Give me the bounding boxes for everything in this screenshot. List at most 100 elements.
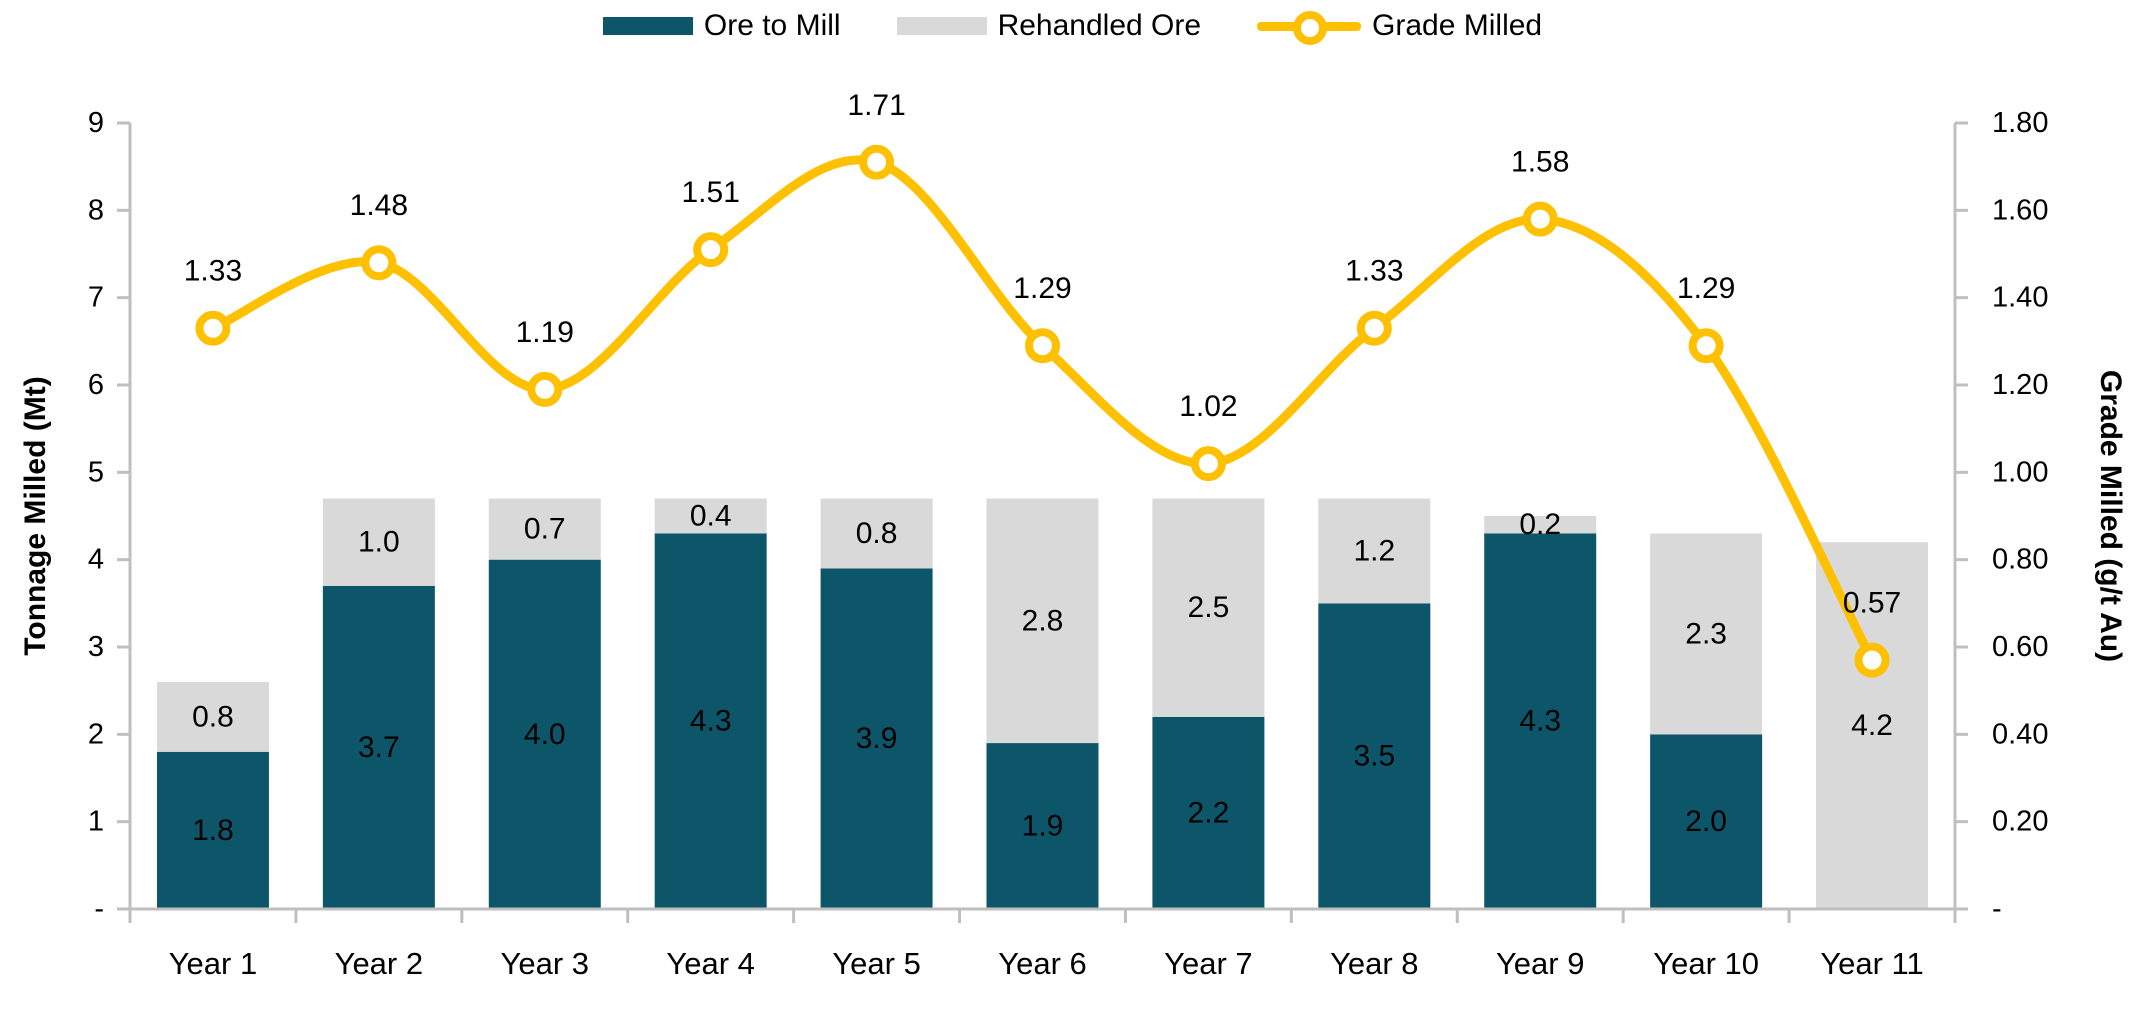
grade-milled-marker-11 [1854, 642, 1890, 678]
left-axis-tick-label: - [94, 893, 104, 925]
bar-rehandled-ore-5 [820, 498, 933, 569]
bar-label-rehandled-ore-2: 1.0 [358, 526, 400, 559]
grade-milled-label-11: 0.57 [1843, 587, 1901, 620]
bar-rehandled-ore-2 [322, 498, 435, 586]
bar-label-ore-to-mill-8: 3.5 [1353, 740, 1395, 773]
grade-milled-label-5: 1.71 [847, 89, 905, 122]
bar-rehandled-ore-7 [1152, 498, 1265, 717]
grade-milled-marker-10 [1688, 328, 1724, 364]
bar-rehandled-ore-10 [1650, 533, 1763, 735]
grade-milled-label-6: 1.29 [1013, 272, 1071, 305]
bar-label-rehandled-ore-10: 2.3 [1685, 617, 1727, 650]
bar-label-ore-to-mill-6: 1.9 [1022, 810, 1064, 843]
bar-ore-to-mill-3 [488, 559, 601, 909]
grade-milled-marker-9 [1522, 201, 1558, 237]
open-circle-marker-icon [1293, 11, 1328, 45]
right-axis-tick-label: 1.20 [1992, 369, 2048, 401]
bar-label-rehandled-ore-11: 4.2 [1851, 709, 1893, 742]
x-axis-category-label: Year 4 [666, 946, 755, 981]
grade-milled-label-7: 1.02 [1179, 390, 1237, 423]
legend-item-rehandled-ore: Rehandled Ore [896, 9, 1202, 42]
right-axis-tick-label: 0.60 [1992, 631, 2048, 663]
bar-label-ore-to-mill-2: 3.7 [358, 731, 400, 764]
grade-milled-line-marker-icon [1257, 8, 1362, 45]
grade-milled-marker-1 [195, 310, 231, 346]
grade-milled-marker-8 [1356, 310, 1392, 346]
legend-label-rehandled-ore: Rehandled Ore [997, 9, 1202, 42]
bar-ore-to-mill-4 [654, 533, 767, 909]
bar-ore-to-mill-8 [1318, 603, 1431, 909]
grade-milled-label-4: 1.51 [681, 176, 739, 209]
grade-milled-label-10: 1.29 [1677, 272, 1735, 305]
bar-ore-to-mill-2 [322, 585, 435, 909]
bar-label-rehandled-ore-3: 0.7 [524, 513, 566, 546]
grade-milled-marker-6 [1025, 328, 1060, 364]
right-axis-tick-label: - [1992, 893, 2002, 925]
left-axis-tick-label: 8 [88, 194, 104, 226]
bar-label-ore-to-mill-5: 3.9 [856, 722, 898, 755]
x-axis-category-label: Year 8 [1330, 946, 1419, 981]
left-axis-tick-label: 6 [88, 369, 104, 401]
bar-rehandled-ore-6 [986, 498, 1099, 744]
left-axis-tick-label: 7 [88, 282, 104, 314]
grade-milled-marker-3 [527, 371, 563, 407]
bar-label-ore-to-mill-7: 2.2 [1188, 796, 1230, 829]
right-axis-tick-label: 1.80 [1992, 107, 2048, 139]
legend-label-grade-milled: Grade Milled [1372, 9, 1543, 42]
bar-ore-to-mill-6 [986, 743, 1099, 909]
grade-milled-label-3: 1.19 [516, 316, 574, 349]
right-axis-tick-label: 1.40 [1992, 282, 2048, 314]
grade-milled-label-8: 1.33 [1345, 255, 1403, 288]
bar-ore-to-mill-5 [820, 568, 933, 909]
bar-ore-to-mill-7 [1152, 716, 1265, 909]
bar-label-rehandled-ore-1: 0.8 [192, 700, 234, 733]
right-axis-tick-label: 0.80 [1992, 544, 2048, 576]
x-axis-category-label: Year 6 [998, 946, 1087, 981]
right-axis-tick-label: 1.60 [1992, 194, 2048, 226]
grade-milled-label-1: 1.33 [184, 255, 242, 288]
left-axis-tick-label: 2 [88, 718, 104, 750]
legend-item-ore-to-mill: Ore to Mill [602, 9, 841, 42]
legend: Ore to Mill Rehandled Ore Grade Milled [0, 6, 2145, 46]
bar-label-rehandled-ore-6: 2.8 [1022, 604, 1064, 637]
legend-label-ore-to-mill: Ore to Mill [703, 9, 841, 42]
x-axis-category-label: Year 7 [1164, 946, 1253, 981]
grade-milled-marker-5 [859, 144, 895, 180]
bar-ore-to-mill-9 [1484, 533, 1597, 909]
left-axis-tick-label: 1 [88, 806, 104, 838]
bar-label-ore-to-mill-3: 4.0 [524, 718, 566, 751]
x-axis-category-label: Year 3 [501, 946, 590, 981]
bar-rehandled-ore-4 [654, 498, 767, 534]
x-axis-category-label: Year 5 [832, 946, 921, 981]
bar-label-rehandled-ore-8: 1.2 [1353, 534, 1395, 567]
bar-label-ore-to-mill-1: 1.8 [192, 814, 234, 847]
bar-label-ore-to-mill-10: 2.0 [1685, 805, 1727, 838]
bar-label-rehandled-ore-7: 2.5 [1188, 591, 1230, 624]
bar-rehandled-ore-9 [1484, 516, 1597, 534]
bar-label-ore-to-mill-9: 4.3 [1519, 705, 1561, 738]
x-axis-category-label: Year 1 [169, 946, 258, 981]
bar-ore-to-mill-1 [156, 751, 269, 909]
right-axis-tick-label: 1.00 [1992, 456, 2048, 488]
grade-milled-label-2: 1.48 [350, 189, 408, 222]
right-axis-tick-label: 0.20 [1992, 806, 2048, 838]
legend-item-grade-milled: Grade Milled [1257, 8, 1543, 45]
x-axis-category-label: Year 2 [335, 946, 424, 981]
ore-to-mill-swatch-icon [602, 17, 693, 35]
bar-label-rehandled-ore-4: 0.4 [690, 500, 732, 533]
bar-rehandled-ore-11 [1816, 542, 1929, 909]
x-axis-category-label: Year 10 [1653, 946, 1759, 981]
left-axis-tick-label: 4 [88, 544, 104, 576]
left-axis-tick-label: 3 [88, 631, 104, 663]
bar-rehandled-ore-3 [488, 498, 601, 560]
x-axis-category-label: Year 9 [1496, 946, 1585, 981]
bar-rehandled-ore-1 [156, 681, 269, 752]
grade-milled-marker-2 [361, 245, 397, 281]
grade-milled-marker-4 [693, 232, 729, 268]
bar-label-rehandled-ore-5: 0.8 [856, 517, 898, 550]
left-axis-tick-label: 9 [88, 107, 104, 139]
rehandled-ore-swatch-icon [896, 17, 987, 35]
right-axis-tick-label: 0.40 [1992, 718, 2048, 750]
x-axis-category-label: Year 11 [1820, 946, 1923, 981]
